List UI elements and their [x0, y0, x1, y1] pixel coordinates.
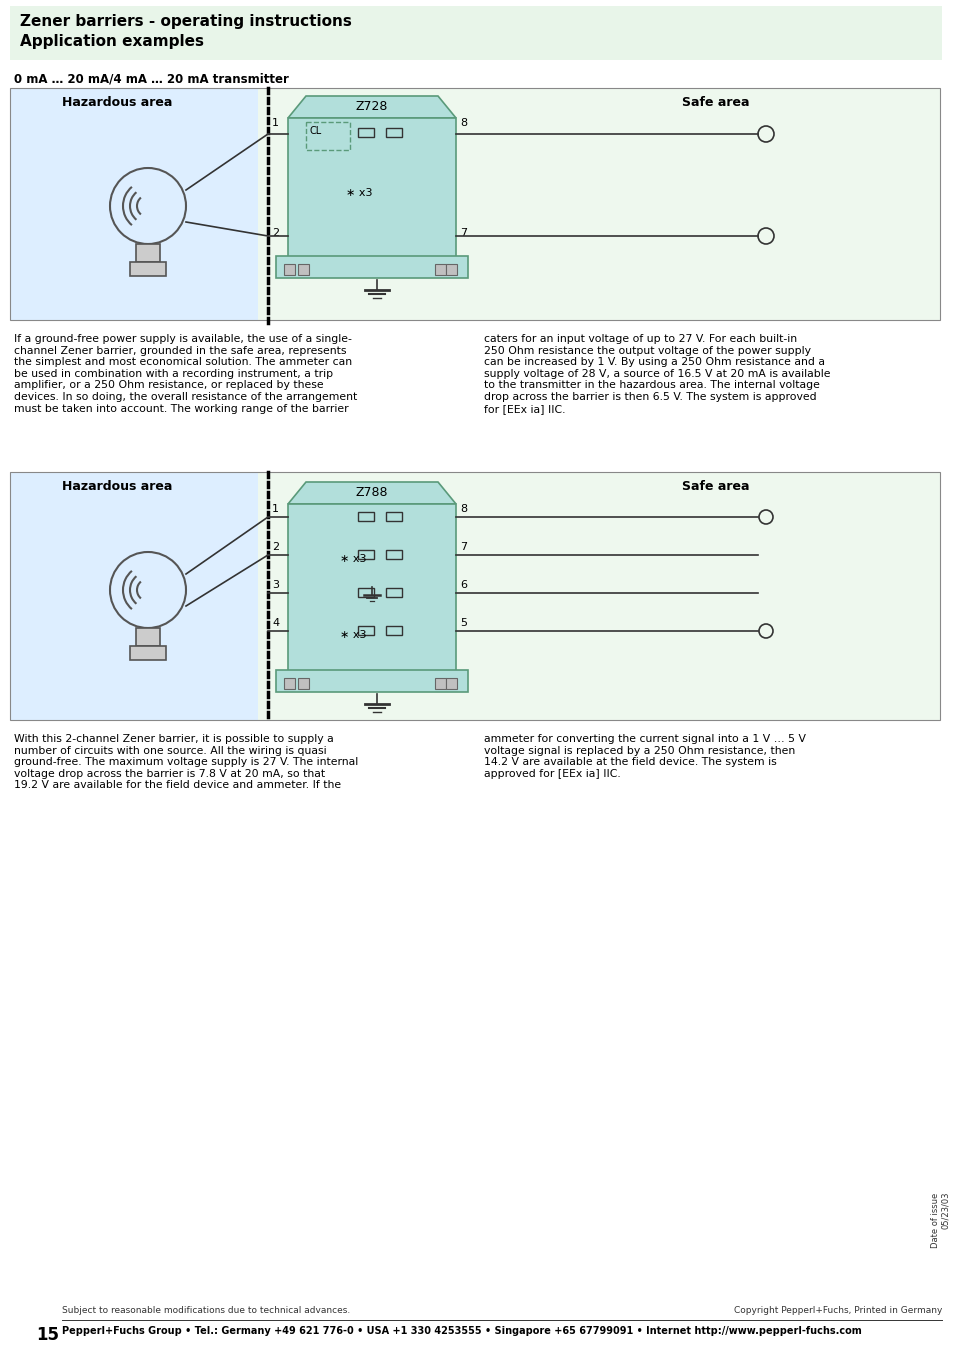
- Bar: [288, 504, 456, 676]
- Text: 1: 1: [272, 504, 278, 513]
- Bar: [10, 88, 939, 320]
- Bar: [130, 646, 166, 661]
- Bar: [357, 512, 374, 521]
- Text: Z788: Z788: [355, 486, 388, 499]
- Bar: [275, 670, 468, 692]
- Text: Application examples: Application examples: [20, 34, 204, 49]
- Bar: [136, 628, 160, 646]
- Bar: [386, 550, 401, 559]
- Bar: [284, 678, 294, 689]
- Bar: [284, 263, 294, 276]
- Bar: [10, 471, 939, 720]
- Bar: [435, 263, 446, 276]
- Text: 15: 15: [36, 1325, 59, 1344]
- Text: With this 2-channel Zener barrier, it is possible to supply a
number of circuits: With this 2-channel Zener barrier, it is…: [14, 734, 358, 790]
- Text: 8: 8: [459, 504, 467, 513]
- Bar: [446, 263, 456, 276]
- Text: Subject to reasonable modifications due to technical advances.: Subject to reasonable modifications due …: [62, 1306, 350, 1315]
- Text: 7: 7: [459, 542, 467, 553]
- Bar: [275, 255, 468, 278]
- Text: ∗ x3: ∗ x3: [339, 554, 366, 563]
- Text: If a ground-free power supply is available, the use of a single-
channel Zener b: If a ground-free power supply is availab…: [14, 334, 356, 413]
- Text: 3: 3: [272, 580, 278, 590]
- Bar: [386, 626, 401, 635]
- Bar: [130, 262, 166, 276]
- Text: 1: 1: [272, 118, 278, 128]
- Bar: [288, 118, 456, 262]
- Bar: [10, 5, 941, 59]
- Polygon shape: [288, 482, 456, 504]
- Text: 7: 7: [459, 228, 467, 238]
- Bar: [136, 245, 160, 262]
- Bar: [386, 588, 401, 597]
- Bar: [257, 471, 939, 720]
- Text: 2: 2: [272, 542, 279, 553]
- Text: Zener barriers - operating instructions: Zener barriers - operating instructions: [20, 14, 352, 28]
- Text: Hazardous area: Hazardous area: [62, 480, 172, 493]
- Text: caters for an input voltage of up to 27 V. For each built-in
250 Ohm resistance : caters for an input voltage of up to 27 …: [483, 334, 830, 413]
- Bar: [306, 122, 350, 150]
- Text: 05/23/03: 05/23/03: [941, 1192, 949, 1229]
- Text: 6: 6: [459, 580, 467, 590]
- Bar: [257, 88, 939, 320]
- Polygon shape: [288, 96, 456, 118]
- Text: Z728: Z728: [355, 100, 388, 113]
- Text: Date of issue: Date of issue: [930, 1193, 940, 1247]
- Text: Copyright Pepperl+Fuchs, Printed in Germany: Copyright Pepperl+Fuchs, Printed in Germ…: [733, 1306, 941, 1315]
- Bar: [297, 263, 309, 276]
- Text: 5: 5: [459, 617, 467, 628]
- Text: CL: CL: [310, 126, 322, 136]
- Text: 2: 2: [272, 228, 279, 238]
- Bar: [357, 588, 374, 597]
- Bar: [357, 128, 374, 136]
- Text: ∗ x3: ∗ x3: [346, 188, 372, 199]
- Text: Safe area: Safe area: [681, 96, 749, 109]
- Bar: [386, 512, 401, 521]
- Text: 4: 4: [272, 617, 279, 628]
- Text: ammeter for converting the current signal into a 1 V … 5 V
voltage signal is rep: ammeter for converting the current signa…: [483, 734, 805, 778]
- Bar: [10, 471, 257, 720]
- Text: Safe area: Safe area: [681, 480, 749, 493]
- Bar: [446, 678, 456, 689]
- Text: 0 mA … 20 mA/4 mA … 20 mA transmitter: 0 mA … 20 mA/4 mA … 20 mA transmitter: [14, 72, 289, 85]
- Bar: [10, 88, 257, 320]
- Text: Hazardous area: Hazardous area: [62, 96, 172, 109]
- Bar: [386, 128, 401, 136]
- Bar: [357, 550, 374, 559]
- Bar: [357, 626, 374, 635]
- Bar: [297, 678, 309, 689]
- Text: Pepperl+Fuchs Group • Tel.: Germany +49 621 776-0 • USA +1 330 4253555 • Singapo: Pepperl+Fuchs Group • Tel.: Germany +49 …: [62, 1325, 861, 1336]
- Bar: [435, 678, 446, 689]
- Text: ∗ x3: ∗ x3: [339, 630, 366, 640]
- Text: 8: 8: [459, 118, 467, 128]
